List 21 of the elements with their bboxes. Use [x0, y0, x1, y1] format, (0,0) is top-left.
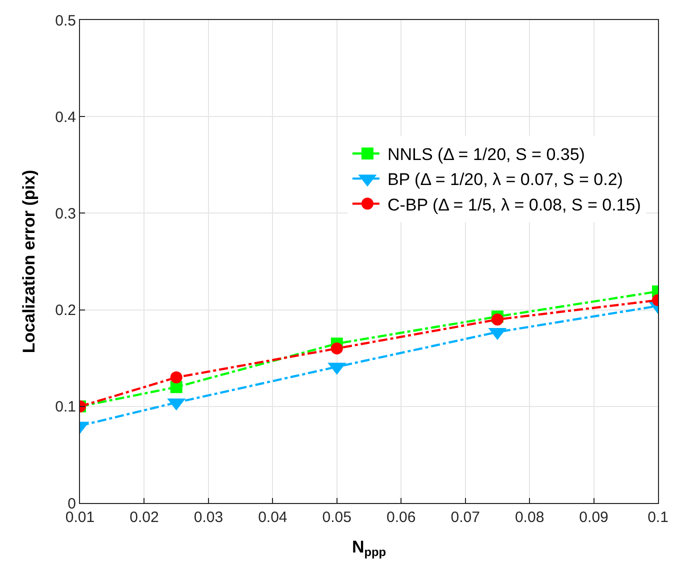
y-tick-label: 0.2: [55, 302, 76, 320]
y-tick-label: 0.3: [55, 205, 76, 222]
y-tick-label: 0.1: [55, 398, 76, 416]
x-tick-label: 0.04: [258, 509, 288, 526]
point: [330, 342, 343, 354]
x-tick-label: 0.08: [514, 509, 544, 526]
x-tick-label: 0.1: [648, 509, 668, 526]
point: [491, 313, 504, 326]
x-tick-label: 0.09: [579, 509, 608, 526]
legend-label: NNLS (Δ = 1/20, S = 0.35): [387, 145, 585, 164]
y-axis-title: Localization error (pix): [20, 170, 39, 354]
y-tick-label: 0.5: [55, 12, 76, 30]
y-tick-label: 0.4: [55, 108, 76, 126]
x-tick-label: 0.07: [450, 509, 480, 526]
x-tick-label: 0.05: [322, 509, 352, 526]
x-tick-label: 0.02: [130, 509, 159, 526]
x-tick-label: 0.03: [194, 509, 224, 526]
x-tick-label: 0.06: [386, 509, 416, 526]
x-axis-title: N$_{ppp}$: [352, 537, 386, 559]
legend-label: C-BP (Δ = 1/5, λ = 0.08, S = 0.15): [387, 195, 641, 214]
legend-label: BP (Δ = 1/20, λ = 0.07, S = 0.2): [387, 170, 623, 190]
